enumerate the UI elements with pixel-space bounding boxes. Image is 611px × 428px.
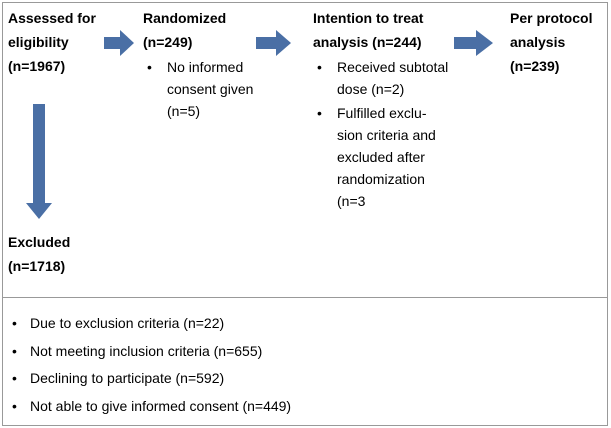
node-title: Intention to treat [313, 10, 424, 26]
bullet: • [317, 59, 322, 75]
node-title: Randomized [143, 10, 227, 26]
bullet-text: consent given [167, 81, 254, 97]
bullet-text: (n=3 [337, 193, 366, 209]
bullet-text: excluded after [337, 149, 425, 165]
arrow-right [256, 30, 291, 56]
node-title: (n=249) [143, 34, 193, 50]
node-title: analysis (n=244) [313, 34, 422, 50]
node-title: Assessed for [8, 10, 96, 26]
bullet: • [12, 370, 17, 386]
node-title: eligibility [8, 34, 69, 50]
node-title: Per protocol [510, 10, 593, 26]
bullet-text: Fulfilled exclu- [337, 105, 427, 121]
bullet-text: sion criteria and [337, 127, 436, 143]
node-title: (n=1718) [8, 258, 66, 274]
node-title: Excluded [8, 234, 71, 250]
node-title: (n=239) [510, 58, 560, 74]
bullet: • [317, 105, 322, 121]
bullet: • [147, 59, 152, 75]
bullet-text: Received subtotal [337, 59, 449, 75]
bullet: • [12, 315, 17, 331]
arrow-right [104, 30, 134, 56]
bullet: • [12, 397, 17, 414]
reason-text: Declining to participate (n=592) [30, 370, 225, 386]
reason-text: Not able to give informed consent (n=449… [30, 397, 292, 414]
node-title: analysis [510, 34, 566, 50]
reason-text: Not meeting inclusion criteria (n=655) [30, 342, 263, 359]
bullet-text: No informed [167, 59, 244, 75]
bullet-text: dose (n=2) [337, 81, 405, 97]
node-title: (n=1967) [8, 58, 66, 74]
bullet-text: randomization [337, 171, 425, 187]
reason-text: Due to exclusion criteria (n=22) [30, 315, 225, 331]
arrow-down [26, 104, 52, 219]
arrow-right [454, 30, 493, 56]
bullet-text: (n=5) [167, 103, 201, 119]
bullet: • [12, 342, 17, 359]
